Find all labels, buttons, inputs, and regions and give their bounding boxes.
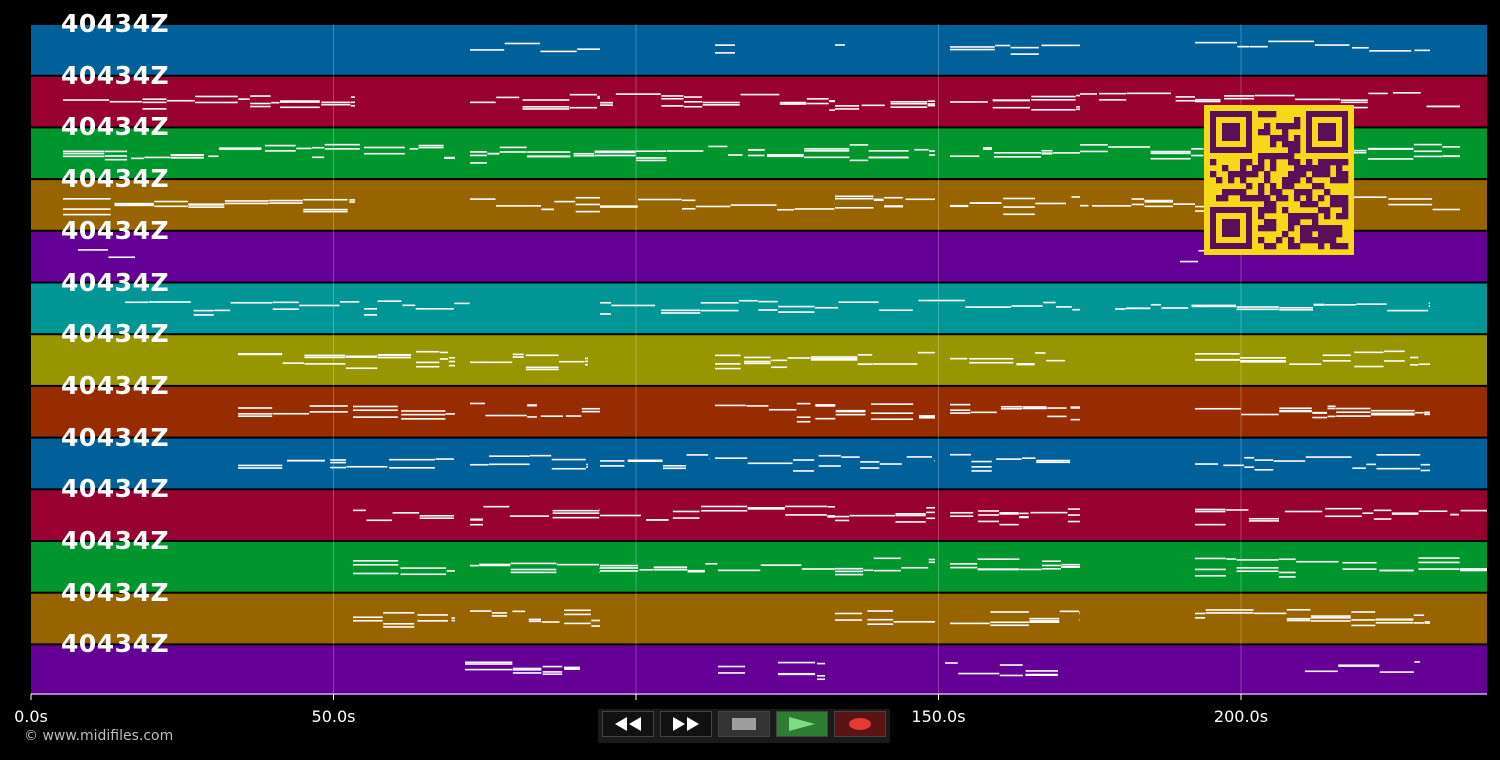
track-label: 40434Z — [61, 11, 169, 36]
track-band — [31, 594, 1487, 644]
track-label: 40434Z — [61, 476, 169, 501]
stop-button[interactable] — [718, 711, 770, 737]
track-label: 40434Z — [61, 63, 169, 88]
track-band — [31, 490, 1487, 540]
track-label: 40434Z — [61, 114, 169, 139]
play-icon — [787, 716, 817, 732]
track-label: 40434Z — [61, 528, 169, 553]
transport-controls — [598, 709, 890, 743]
track-label: 40434Z — [61, 270, 169, 295]
fast-forward-button[interactable] — [660, 711, 712, 737]
track-label: 40434Z — [61, 218, 169, 243]
time-tick-label: 50.0s — [312, 707, 356, 726]
track-band — [31, 645, 1487, 695]
record-icon — [847, 717, 873, 731]
copyright-text: © www.midifiles.com — [24, 728, 173, 744]
stop-icon — [732, 717, 756, 731]
track-band — [31, 387, 1487, 437]
fast-forward-icon — [671, 717, 701, 731]
track-label: 40434Z — [61, 631, 169, 656]
rewind-button[interactable] — [602, 711, 654, 737]
track-label: 40434Z — [61, 321, 169, 346]
time-tick-label: 150.0s — [911, 707, 965, 726]
rewind-icon — [613, 717, 643, 731]
record-button[interactable] — [834, 711, 886, 737]
time-tick-label: 200.0s — [1214, 707, 1268, 726]
track-band — [31, 284, 1487, 334]
track-label: 40434Z — [61, 425, 169, 450]
time-tick-label: 0.0s — [14, 707, 48, 726]
track-label: 40434Z — [61, 373, 169, 398]
track-label: 40434Z — [61, 166, 169, 191]
qr-code — [1204, 105, 1354, 255]
track-label: 40434Z — [61, 580, 169, 605]
track-band — [31, 25, 1487, 75]
play-button[interactable] — [776, 711, 828, 737]
track-band — [31, 542, 1487, 592]
